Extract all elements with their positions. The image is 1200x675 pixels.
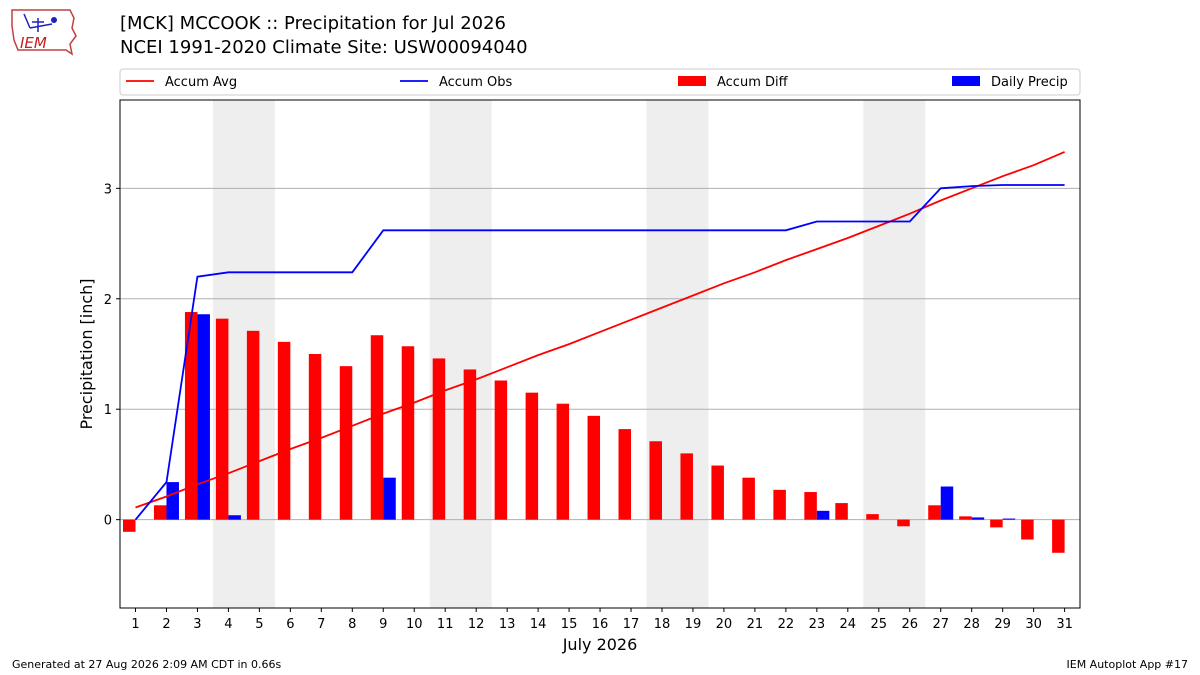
x-tick-label-11: 11 [437,617,454,632]
bar-accum-diff-9 [370,335,384,520]
x-tick-label-20: 20 [716,617,733,632]
bar-accum-diff-22 [773,489,786,520]
bar-accum-diff-7 [308,354,322,520]
weekend-shade-1 [429,100,492,608]
bar-daily-precip-28 [971,517,985,520]
bar-accum-diff-2 [153,505,167,520]
bar-accum-diff-4 [215,318,229,520]
bar-daily-precip-3 [197,314,210,520]
legend-label-accum-obs: Accum Obs [439,75,512,90]
legend: Accum Avg Accum Obs Accum Diff Daily Precip [119,68,1081,96]
x-tick-label-29: 29 [994,617,1011,632]
y-tick-label-1: 1 [104,403,112,418]
x-tick-label-18: 18 [654,617,671,632]
logo-text: IEM [20,34,47,52]
chart-subtitle: NCEI 1991-2020 Climate Site: USW00094040 [120,37,528,58]
iem-logo: IEM [8,6,80,62]
x-tick-label-14: 14 [530,617,547,632]
weekend-shade-3 [863,100,926,608]
x-tick-label-21: 21 [747,617,764,632]
bar-accum-diff-29 [990,519,1003,528]
x-tick-label-19: 19 [685,617,702,632]
bar-accum-diff-23 [804,492,817,520]
bar-accum-diff-21 [742,477,755,520]
x-axis-label: July 2026 [562,635,638,654]
bar-accum-diff-15 [556,403,570,520]
bar-accum-diff-27 [928,505,941,520]
x-tick-label-28: 28 [963,617,980,632]
x-tick-label-15: 15 [561,617,578,632]
chart-title: [MCK] MCCOOK :: Precipitation for Jul 20… [120,13,506,34]
bar-accum-diff-10 [401,346,415,520]
x-tick-label-23: 23 [809,617,826,632]
legend-swatch-daily-precip [952,76,980,86]
bar-daily-precip-29 [1002,518,1016,520]
bar-accum-diff-14 [525,392,539,520]
bar-accum-diff-28 [959,516,972,520]
x-tick-label-27: 27 [932,617,949,632]
bar-daily-precip-2 [166,482,179,520]
bar-daily-precip-23 [816,510,830,520]
x-tick-label-13: 13 [499,617,516,632]
bar-accum-diff-12 [463,369,477,520]
bar-accum-diff-18 [649,441,662,520]
x-tick-label-5: 5 [255,617,263,632]
x-tick-label-9: 9 [379,617,387,632]
bar-accum-diff-16 [587,415,601,520]
bar-daily-precip-27 [940,486,954,520]
bar-accum-diff-25 [866,514,879,520]
y-tick-label-0: 0 [104,514,112,529]
x-tick-label-10: 10 [406,617,423,632]
x-tick-label-6: 6 [286,617,294,632]
legend-label-accum-avg: Accum Avg [165,75,237,90]
x-tick-label-17: 17 [623,617,640,632]
x-tick-label-1: 1 [131,617,139,632]
y-axis-label: Precipitation [inch] [77,278,96,429]
bar-accum-diff-19 [680,453,693,520]
x-tick-label-24: 24 [840,617,857,632]
x-tick-label-31: 31 [1056,617,1073,632]
bar-accum-diff-5 [246,330,260,520]
y-tick-label-2: 2 [104,293,112,308]
x-tick-label-8: 8 [348,617,356,632]
bar-daily-precip-9 [383,477,396,520]
line-accum-obs [134,184,1065,521]
weekend-shade-2 [646,100,709,608]
x-tick-label-4: 4 [224,617,232,632]
line-accum-avg [135,151,1065,509]
legend-box [119,68,1081,96]
bar-accum-diff-1 [123,519,136,532]
bar-accum-diff-31 [1052,519,1065,553]
x-tick-label-16: 16 [592,617,609,632]
bar-daily-precip-4 [228,515,241,520]
footer-generated-text: Generated at 27 Aug 2026 2:09 AM CDT in … [12,658,282,671]
bar-accum-diff-13 [494,380,508,520]
bar-accum-diff-3 [184,312,198,520]
x-tick-label-22: 22 [778,617,795,632]
bar-accum-diff-24 [835,503,848,520]
x-tick-label-7: 7 [317,617,325,632]
x-tick-label-26: 26 [901,617,918,632]
bar-accum-diff-8 [339,366,353,520]
x-tick-label-25: 25 [871,617,888,632]
bar-accum-diff-20 [711,465,724,520]
bar-accum-diff-30 [1021,519,1034,540]
legend-label-accum-diff: Accum Diff [717,75,789,90]
legend-swatch-accum-diff [678,76,706,86]
legend-label-daily-precip: Daily Precip [991,75,1068,90]
bar-accum-diff-17 [618,429,632,520]
x-tick-label-12: 12 [468,617,485,632]
x-tick-label-2: 2 [162,617,170,632]
bar-accum-diff-11 [432,358,446,520]
bar-accum-diff-6 [277,341,291,520]
bar-accum-diff-26 [897,519,910,527]
y-tick-label-3: 3 [104,182,112,197]
x-tick-label-3: 3 [193,617,201,632]
x-tick-label-30: 30 [1025,617,1042,632]
footer-app-label: IEM Autoplot App #17 [1066,658,1189,671]
